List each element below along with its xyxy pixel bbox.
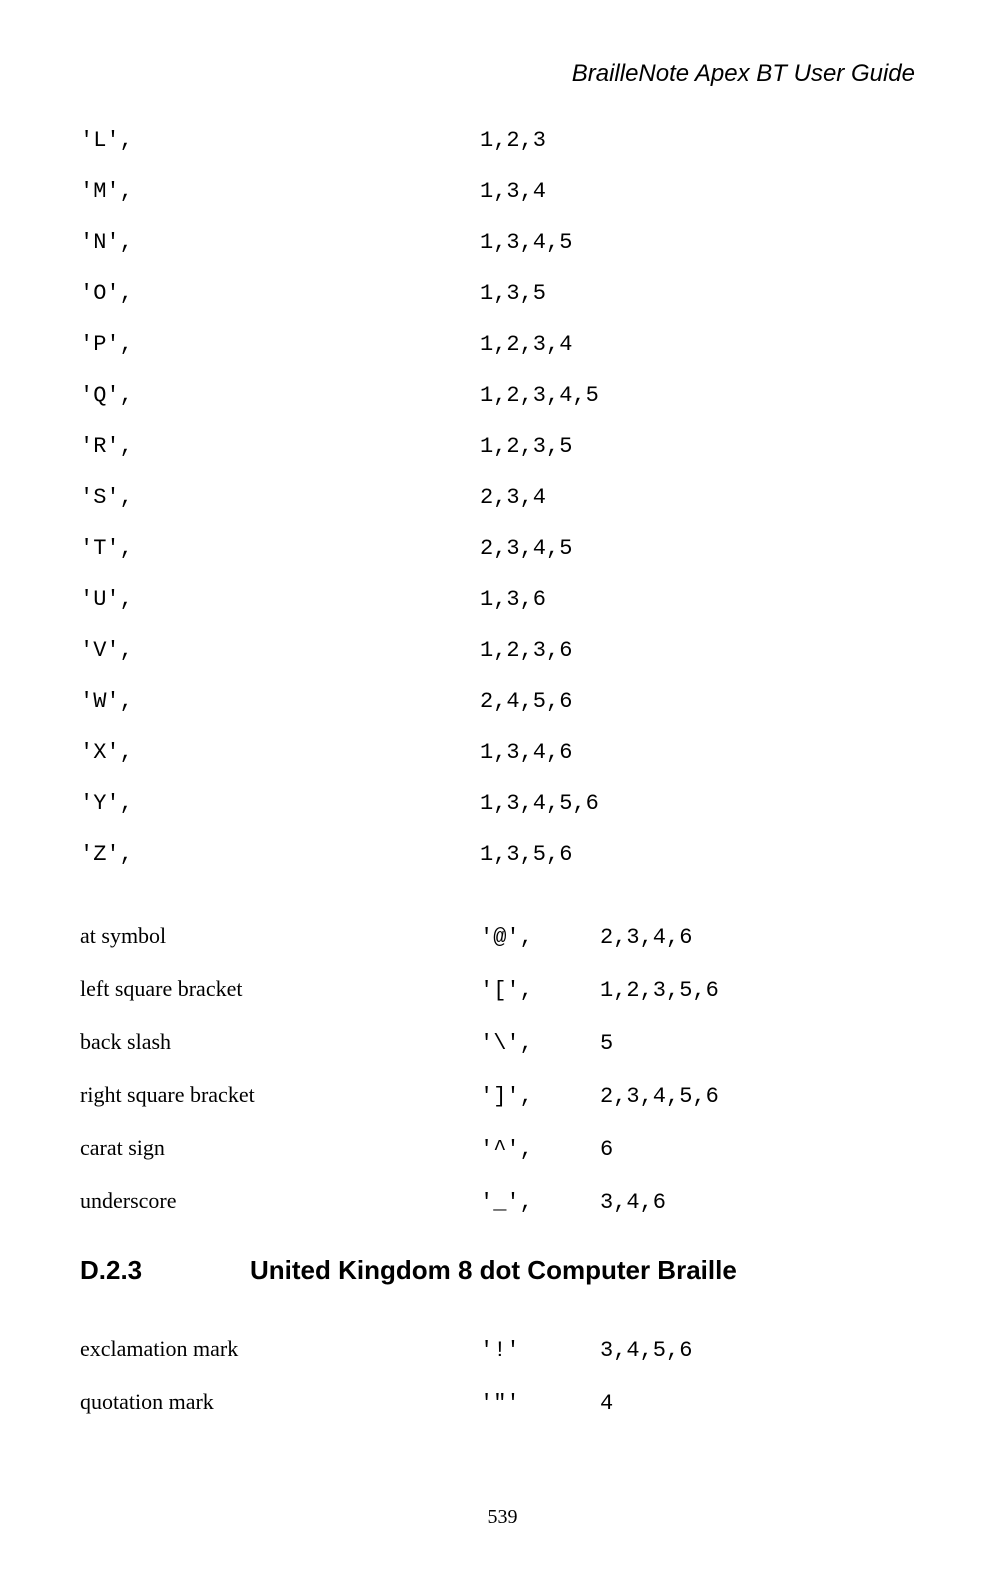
- char-cell: 'X',: [80, 740, 480, 765]
- dots-cell: 3,4,6: [600, 1190, 666, 1215]
- table-row: underscore'_',3,4,6: [80, 1188, 925, 1215]
- char-cell: '^',: [480, 1137, 600, 1162]
- table-row: at symbol'@',2,3,4,6: [80, 923, 925, 950]
- name-cell: right square bracket: [80, 1082, 480, 1108]
- page-number: 539: [0, 1506, 1005, 1529]
- dots-cell: 1,2,3,4: [480, 332, 572, 357]
- table-row: 'M',1,3,4: [80, 179, 925, 204]
- char-cell: 'Y',: [80, 791, 480, 816]
- dots-cell: 1,2,3,4,5: [480, 383, 599, 408]
- dots-cell: 1,3,4,5: [480, 230, 572, 255]
- name-cell: carat sign: [80, 1135, 480, 1161]
- name-cell: at symbol: [80, 923, 480, 949]
- dots-cell: 6: [600, 1137, 613, 1162]
- table-row: left square bracket'[',1,2,3,5,6: [80, 976, 925, 1003]
- table-row: exclamation mark'!'3,4,5,6: [80, 1336, 925, 1363]
- heading-number: D.2.3: [80, 1255, 250, 1286]
- dots-cell: 5: [600, 1031, 613, 1056]
- name-cell: back slash: [80, 1029, 480, 1055]
- table-row: 'Q',1,2,3,4,5: [80, 383, 925, 408]
- dots-cell: 2,3,4,5: [480, 536, 572, 561]
- table-row: 'W',2,4,5,6: [80, 689, 925, 714]
- dots-cell: 2,3,4,6: [600, 925, 692, 950]
- dots-cell: 2,3,4,5,6: [600, 1084, 719, 1109]
- dots-cell: 1,2,3: [480, 128, 546, 153]
- table-row: 'U',1,3,6: [80, 587, 925, 612]
- name-cell: exclamation mark: [80, 1336, 480, 1362]
- char-cell: 'T',: [80, 536, 480, 561]
- table-row: 'N',1,3,4,5: [80, 230, 925, 255]
- char-cell: 'U',: [80, 587, 480, 612]
- heading-title: United Kingdom 8 dot Computer Braille: [250, 1255, 737, 1286]
- dots-cell: 2,4,5,6: [480, 689, 572, 714]
- char-cell: 'Z',: [80, 842, 480, 867]
- table-row: 'T',2,3,4,5: [80, 536, 925, 561]
- dots-cell: 1,3,5: [480, 281, 546, 306]
- char-cell: '_',: [480, 1190, 600, 1215]
- dots-cell: 1,3,4,6: [480, 740, 572, 765]
- symbols-table-2: exclamation mark'!'3,4,5,6 quotation mark…: [80, 1336, 925, 1416]
- dots-cell: 3,4,5,6: [600, 1338, 692, 1363]
- letters-table: 'L',1,2,3 'M',1,3,4 'N',1,3,4,5 'O',1,3,5 'P…: [80, 128, 925, 867]
- char-cell: 'Q',: [80, 383, 480, 408]
- char-cell: '"': [480, 1391, 600, 1416]
- table-row: quotation mark'"'4: [80, 1389, 925, 1416]
- table-row: back slash'\',5: [80, 1029, 925, 1056]
- table-row: right square bracket']',2,3,4,5,6: [80, 1082, 925, 1109]
- char-cell: 'M',: [80, 179, 480, 204]
- dots-cell: 1,2,3,5: [480, 434, 572, 459]
- dots-cell: 4: [600, 1391, 613, 1416]
- dots-cell: 1,3,4: [480, 179, 546, 204]
- char-cell: '@',: [480, 925, 600, 950]
- table-row: 'L',1,2,3: [80, 128, 925, 153]
- dots-cell: 1,3,6: [480, 587, 546, 612]
- table-row: 'P',1,2,3,4: [80, 332, 925, 357]
- symbols-table-1: at symbol'@',2,3,4,6left square bracket'…: [80, 923, 925, 1215]
- char-cell: 'N',: [80, 230, 480, 255]
- char-cell: '[',: [480, 978, 600, 1003]
- char-cell: 'O',: [80, 281, 480, 306]
- char-cell: 'S',: [80, 485, 480, 510]
- table-row: 'S',2,3,4: [80, 485, 925, 510]
- spacer: [80, 893, 925, 923]
- name-cell: left square bracket: [80, 976, 480, 1002]
- table-row: 'O',1,3,5: [80, 281, 925, 306]
- char-cell: 'P',: [80, 332, 480, 357]
- char-cell: 'R',: [80, 434, 480, 459]
- char-cell: 'W',: [80, 689, 480, 714]
- table-row: 'V',1,2,3,6: [80, 638, 925, 663]
- table-row: 'Y',1,3,4,5,6: [80, 791, 925, 816]
- dots-cell: 2,3,4: [480, 485, 546, 510]
- table-row: 'X',1,3,4,6: [80, 740, 925, 765]
- section-heading: D.2.3 United Kingdom 8 dot Computer Brai…: [80, 1255, 925, 1286]
- dots-cell: 1,3,4,5,6: [480, 791, 599, 816]
- char-cell: ']',: [480, 1084, 600, 1109]
- document-page: BrailleNote Apex BT User Guide 'L',1,2,3…: [0, 0, 1005, 1569]
- dots-cell: 1,3,5,6: [480, 842, 572, 867]
- char-cell: 'V',: [80, 638, 480, 663]
- page-header: BrailleNote Apex BT User Guide: [80, 60, 925, 88]
- table-row: carat sign'^',6: [80, 1135, 925, 1162]
- name-cell: underscore: [80, 1188, 480, 1214]
- dots-cell: 1,2,3,6: [480, 638, 572, 663]
- char-cell: 'L',: [80, 128, 480, 153]
- char-cell: '!': [480, 1338, 600, 1363]
- dots-cell: 1,2,3,5,6: [600, 978, 719, 1003]
- name-cell: quotation mark: [80, 1389, 480, 1415]
- table-row: 'Z',1,3,5,6: [80, 842, 925, 867]
- char-cell: '\',: [480, 1031, 600, 1056]
- table-row: 'R',1,2,3,5: [80, 434, 925, 459]
